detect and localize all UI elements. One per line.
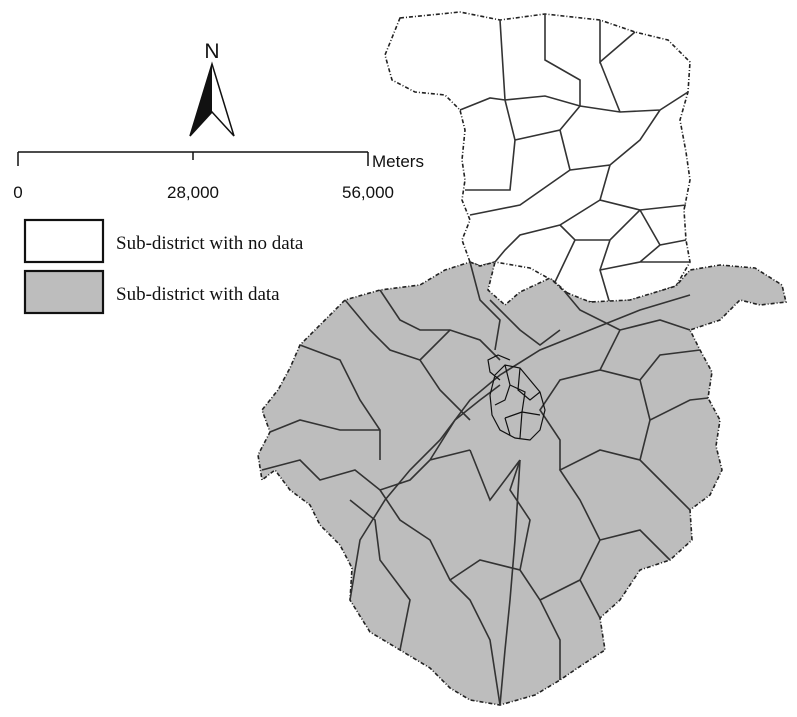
no-data-sub-districts-outline <box>384 11 691 305</box>
scale-tick-0: 0 <box>13 183 22 202</box>
legend: Sub-district with no data Sub-district w… <box>23 218 304 315</box>
no-data-region <box>384 11 691 305</box>
scale-bar-unit: Meters <box>372 152 424 171</box>
data-region <box>257 260 787 706</box>
data-sub-districts-outline <box>257 260 787 706</box>
legend-label-no-data: Sub-district with no data <box>116 233 304 254</box>
legend-label-with-data: Sub-district with data <box>116 284 280 305</box>
scale-bar-line <box>17 151 369 166</box>
scale-tick-1: 28,000 <box>167 183 219 202</box>
road-lines <box>349 294 691 706</box>
city-centre-boundaries <box>487 354 546 441</box>
scale-bar: Meters 0 28,000 56,000 <box>13 151 424 202</box>
scale-tick-2: 56,000 <box>342 183 394 202</box>
legend-swatch-no-data <box>23 218 105 264</box>
north-arrow: N <box>189 40 235 137</box>
legend-swatch-with-data <box>23 269 105 315</box>
data-internal-boundaries <box>261 261 709 706</box>
north-arrow-label: N <box>204 40 219 63</box>
no-data-internal-boundaries <box>459 14 690 305</box>
